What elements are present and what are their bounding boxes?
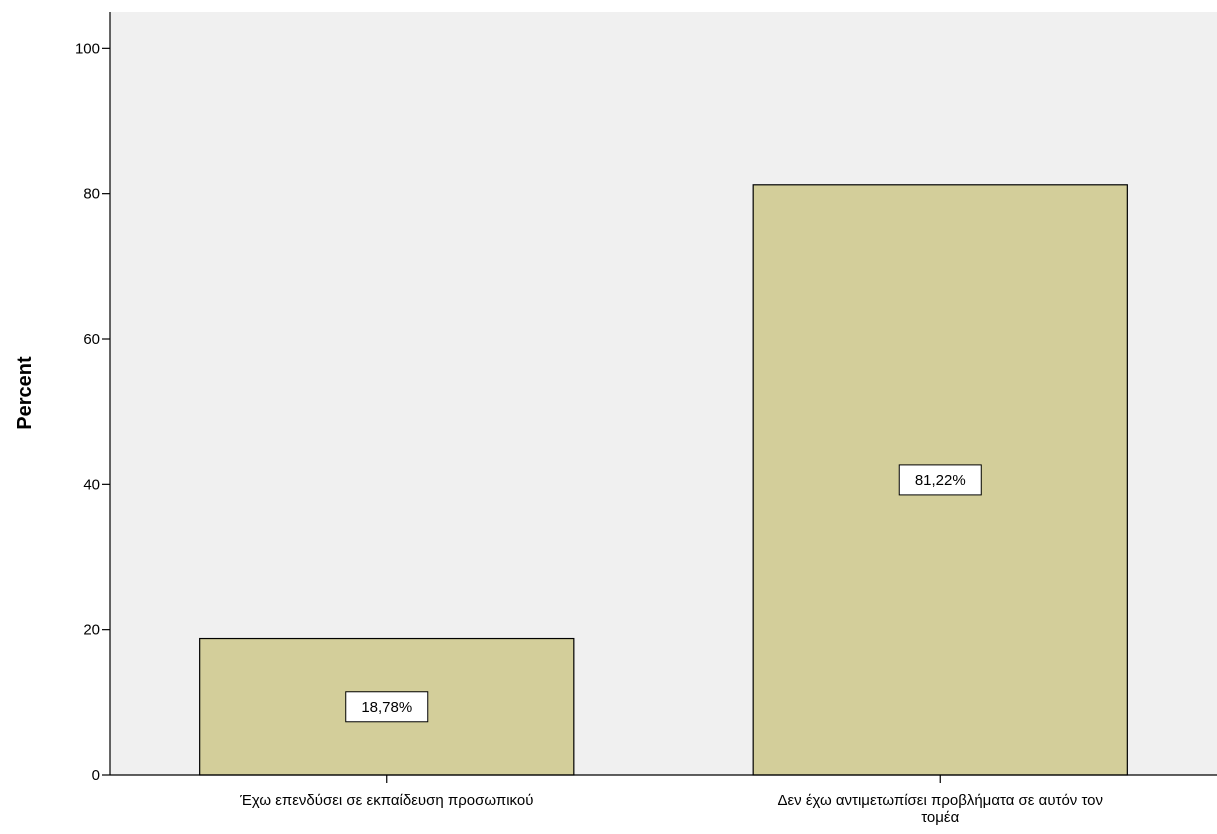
x-category-label: τομέα (921, 809, 959, 826)
data-labels-group: 18,78% 81,22% (345, 464, 982, 723)
y-axis-title: Percent (14, 356, 36, 430)
y-tick-label: 60 (83, 331, 100, 348)
y-tick-label: 80 (83, 186, 100, 203)
data-label-box (898, 464, 982, 496)
data-label: 18,78% (361, 699, 412, 716)
y-tick-label: 20 (83, 622, 100, 639)
x-category-label: Έχω επενδύσει σε εκπαίδευση προσωπικού (239, 792, 533, 809)
data-label: 81,22% (915, 472, 966, 489)
y-tick-label: 0 (92, 767, 100, 784)
data-label-box (345, 691, 429, 723)
y-ticks-group: 0 20 40 60 80 100 (75, 40, 110, 784)
x-category-label: Δεν έχω αντιμετωπίσει προβλήματα σε αυτό… (777, 792, 1103, 809)
x-ticks-group: Έχω επενδύσει σε εκπαίδευση προσωπικού Δε… (239, 775, 1103, 826)
y-tick-label: 100 (75, 40, 100, 57)
y-tick-label: 40 (83, 476, 100, 493)
